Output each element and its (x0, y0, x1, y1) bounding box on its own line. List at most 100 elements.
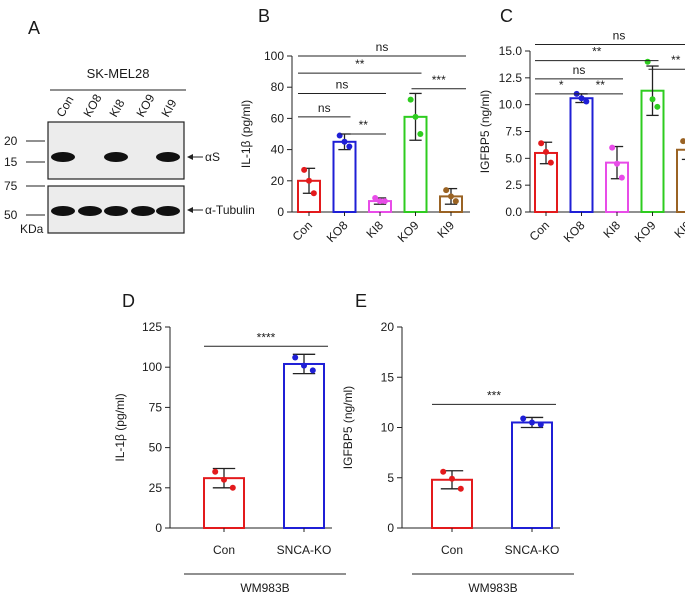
y-tick-label: 5.0 (505, 151, 522, 165)
significance-label: ns (318, 101, 331, 115)
y-tick-label: 12.5 (499, 71, 523, 85)
blot-tubulin (47, 185, 185, 234)
x-tick-label: Con (441, 543, 463, 557)
x-tick-label: Con (290, 218, 315, 243)
cell-line-label: SK-MEL28 (87, 66, 150, 81)
x-tick-label: Con (213, 543, 235, 557)
data-point-Con (538, 140, 545, 147)
x-tick-label: KI9 (671, 218, 685, 241)
significance-label: * (559, 78, 564, 92)
data-point-KI8 (381, 198, 388, 205)
data-point-Con (306, 177, 312, 184)
y-axis-label-C: IGFBP5 (ng/ml) (478, 90, 492, 173)
data-point-KO8 (578, 95, 585, 102)
data-point-KO8 (336, 132, 343, 139)
data-point-KI8 (372, 194, 379, 201)
panel-letter-B: B (258, 6, 270, 26)
data-point-Con (449, 475, 455, 482)
y-tick-label: 10.0 (499, 98, 523, 112)
bar-KI9 (676, 148, 685, 214)
data-point-Con (310, 190, 317, 197)
panel-letter-E: E (355, 291, 367, 311)
data-point-Con (440, 468, 447, 475)
band-tubulin (104, 206, 128, 216)
y-tick-label: 0 (387, 521, 394, 535)
band-alpha-synuclein (104, 152, 128, 162)
significance-label: *** (432, 73, 446, 87)
data-point-SNCA-KO (529, 419, 535, 426)
y-tick-label: 100 (264, 49, 284, 63)
x-tick-label: KI8 (363, 218, 386, 241)
y-tick-label: 10 (381, 421, 395, 435)
data-point-KI8 (377, 198, 383, 205)
y-tick-label: 15 (381, 370, 395, 384)
data-point-Con (301, 166, 308, 173)
data-point-KO9 (649, 96, 656, 103)
band-tubulin (131, 206, 155, 216)
y-tick-label: 75 (149, 400, 163, 414)
data-point-KO9 (412, 113, 419, 120)
data-point-Con (457, 485, 464, 492)
band-alpha-synuclein (51, 152, 75, 162)
significance-label: ns (376, 40, 389, 54)
band-tubulin (78, 206, 102, 216)
marker-label: 15 (4, 155, 18, 169)
band-tubulin (156, 206, 180, 216)
y-tick-label: 0 (155, 521, 162, 535)
band-alpha-synuclein (156, 152, 180, 162)
arrow-head-icon (187, 154, 193, 160)
y-tick-label: 50 (149, 441, 163, 455)
bar-KO8 (332, 140, 357, 213)
lane-label: KI9 (158, 97, 179, 120)
bar-SNCA-KO (511, 421, 553, 530)
band-tubulin (51, 206, 75, 216)
significance-label: ns (573, 63, 586, 77)
data-point-KO8 (346, 143, 353, 150)
band-label: αS (205, 150, 220, 164)
data-point-KO9 (654, 103, 661, 110)
y-axis-label-E: IGFBP5 (ng/ml) (341, 386, 355, 469)
group-label-E: WM983B (468, 581, 517, 595)
panel-letter-A: A (28, 18, 40, 38)
lane-label: KO9 (133, 91, 157, 119)
data-point-KI9 (443, 187, 450, 194)
data-point-KI8 (618, 174, 625, 181)
y-tick-label: 0 (277, 205, 284, 219)
x-tick-label: KO8 (324, 218, 351, 245)
marker-label: 20 (4, 134, 18, 148)
data-point-SNCA-KO (520, 415, 527, 422)
marker-label: 75 (4, 179, 18, 193)
data-point-KO9 (417, 131, 424, 137)
significance-label: ** (355, 57, 365, 71)
bar-SNCA-KO (283, 362, 325, 530)
data-point-Con (229, 484, 236, 491)
data-point-KI8 (614, 160, 620, 167)
x-tick-label: KI9 (434, 218, 457, 241)
x-tick-label: KO9 (395, 218, 422, 245)
panel-letter-C: C (500, 6, 513, 26)
band-label: α-Tubulin (205, 203, 255, 217)
x-tick-label: KO8 (561, 218, 588, 245)
y-axis-label-D: IL-1β (pg/ml) (113, 393, 127, 461)
blot-alpha-synuclein (47, 121, 185, 180)
significance-label: ** (592, 45, 602, 59)
marker-unit: KDa (20, 222, 44, 236)
significance-label: ** (671, 53, 681, 67)
x-tick-label: KI8 (600, 218, 623, 241)
y-tick-label: 20 (381, 320, 395, 334)
significance-label: ** (596, 78, 606, 92)
arrow-head-icon (187, 207, 193, 213)
y-tick-label: 125 (142, 320, 162, 334)
lane-label: Con (53, 93, 76, 119)
significance-label: *** (487, 388, 501, 402)
significance-label: ns (613, 29, 626, 43)
y-tick-label: 7.5 (505, 125, 522, 139)
group-label-D: WM983B (240, 581, 289, 595)
data-point-KO9 (644, 58, 651, 65)
lane-label: KO8 (80, 91, 104, 119)
x-tick-label: Con (527, 218, 552, 243)
data-point-SNCA-KO (309, 367, 316, 374)
y-axis-label-B: IL-1β (pg/ml) (239, 100, 253, 168)
data-point-Con (543, 148, 549, 155)
data-point-Con (221, 476, 227, 483)
